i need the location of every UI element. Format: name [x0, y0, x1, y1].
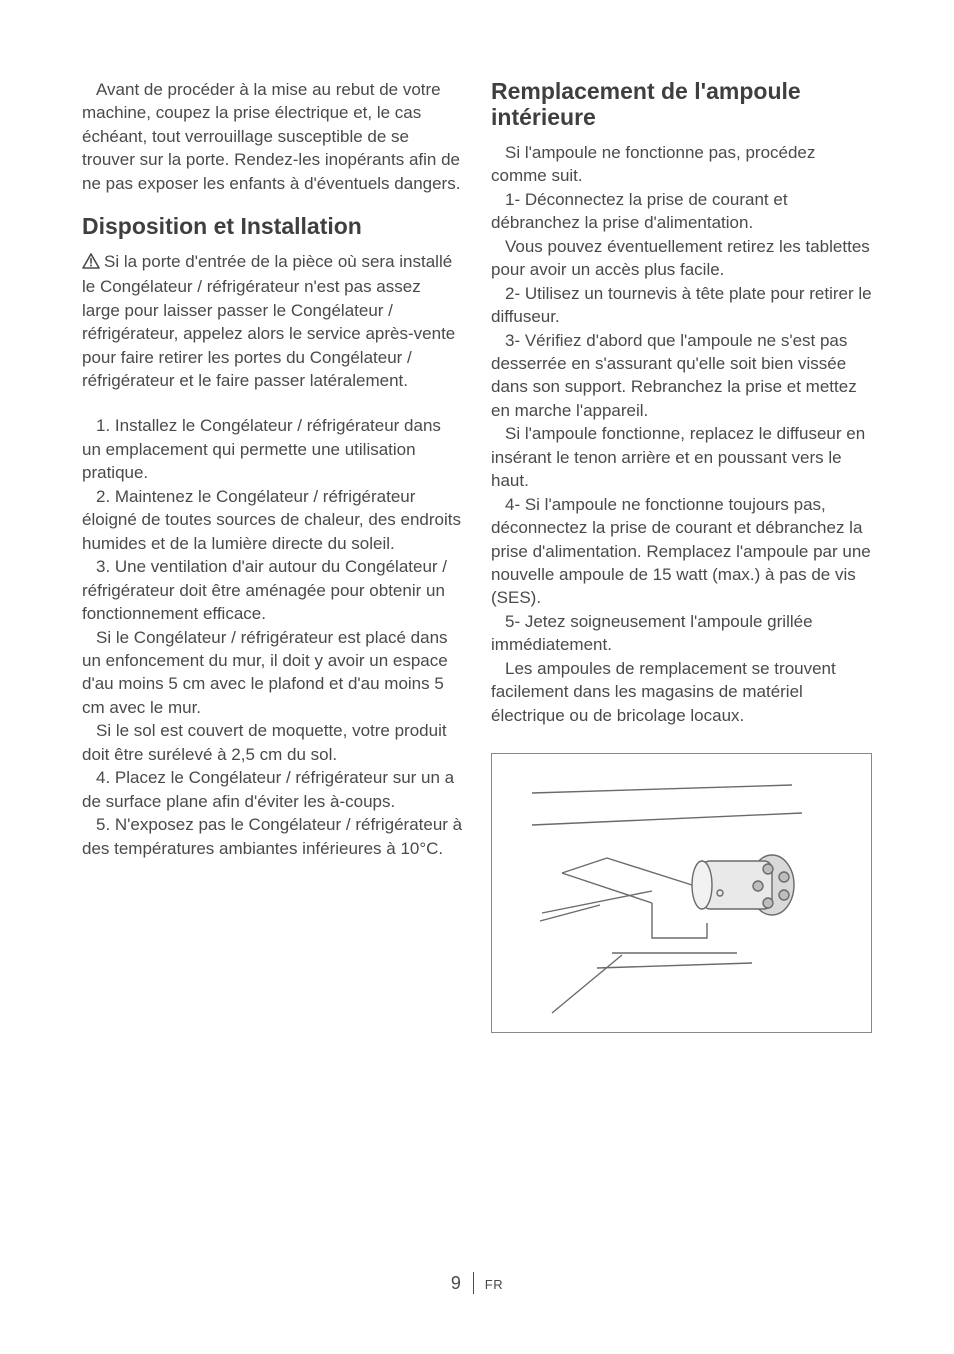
step-5: 5. N'exposez pas le Congélateur / réfrig… — [82, 813, 463, 860]
r-step-1b: Vous pouvez éventuellement retirez les t… — [491, 235, 872, 282]
step-2: 2. Maintenez le Congélateur / réfrigérat… — [82, 485, 463, 555]
r-intro: Si l'ampoule ne fonctionne pas, procédez… — [491, 141, 872, 188]
warning-paragraph: Si la porte d'entrée de la pièce où sera… — [82, 250, 463, 393]
page-footer: 9 FR — [0, 1272, 954, 1294]
step-3: 3. Une ventilation d'air autour du Congé… — [82, 555, 463, 625]
r-step-3b: Si l'ampoule fonctionne, replacez le dif… — [491, 422, 872, 492]
warning-text: Si la porte d'entrée de la pièce où sera… — [82, 252, 455, 390]
spacer — [82, 392, 463, 414]
left-column: Avant de procéder à la mise au rebut de … — [82, 78, 463, 1033]
step-3b: Si le Congélateur / réfrigérateur est pl… — [82, 626, 463, 720]
r-step-4: 4- Si l'ampoule ne fonctionne toujours p… — [491, 493, 872, 610]
step-3c: Si le sol est couvert de moquette, votre… — [82, 719, 463, 766]
r-step-2: 2- Utilisez un tournevis à tête plate po… — [491, 282, 872, 329]
footer-language: FR — [485, 1277, 503, 1292]
bulb-illustration — [491, 753, 872, 1033]
page-number: 9 — [451, 1273, 461, 1293]
bulb-diagram-icon — [502, 763, 862, 1023]
r-step-5: 5- Jetez soigneusement l'ampoule grillée… — [491, 610, 872, 657]
r-step-6: Les ampoules de remplacement se trouvent… — [491, 657, 872, 727]
heading-disposition: Disposition et Installation — [82, 213, 463, 239]
step-4: 4. Placez le Congélateur / réfrigérateur… — [82, 766, 463, 813]
footer-divider — [473, 1272, 474, 1294]
right-column: Remplacement de l'ampoule intérieure Si … — [491, 78, 872, 1033]
intro-paragraph: Avant de procéder à la mise au rebut de … — [82, 78, 463, 195]
step-1: 1. Installez le Congélateur / réfrigérat… — [82, 414, 463, 484]
r-step-1: 1- Déconnectez la prise de courant et dé… — [491, 188, 872, 235]
heading-remplacement: Remplacement de l'ampoule intérieure — [491, 78, 872, 131]
page-content: Avant de procéder à la mise au rebut de … — [0, 0, 954, 1033]
warning-icon — [82, 252, 100, 275]
r-step-3: 3- Vérifiez d'abord que l'ampoule ne s'e… — [491, 329, 872, 423]
